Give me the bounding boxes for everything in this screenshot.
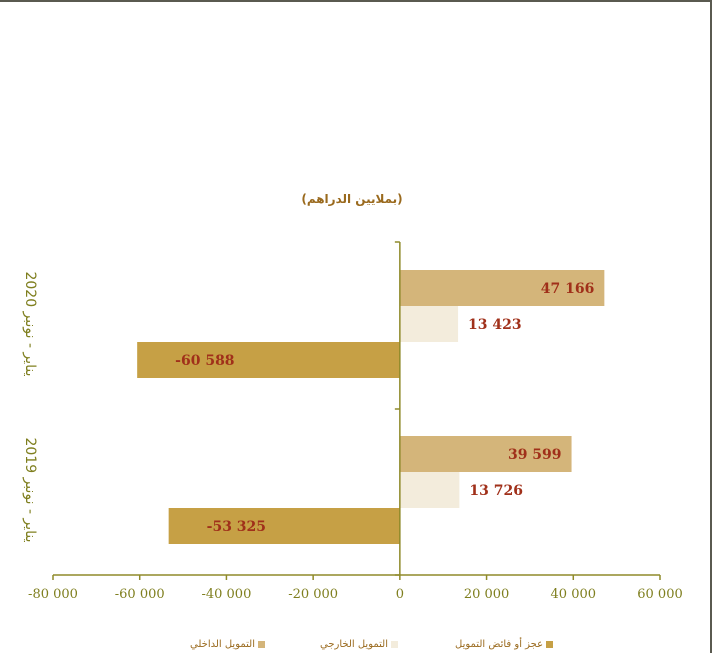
data-label-deficit-0: -60 588 xyxy=(175,353,234,369)
legend-label-domestic: التمويل الداخلي xyxy=(190,639,256,650)
bar-domestic-0 xyxy=(399,270,605,306)
legend-swatch-external xyxy=(391,640,398,648)
legend-swatch-domestic xyxy=(258,640,266,648)
legend-label-external: التمويل الخارجي xyxy=(320,639,388,650)
x-tick-label-0: -80 000 xyxy=(28,587,78,602)
x-tick-label-4: 0 xyxy=(396,587,404,602)
data-label-external-1: 13 726 xyxy=(469,483,523,499)
category-label-0: يناير - نونبر 2020 xyxy=(22,271,38,376)
bar-domestic-1 xyxy=(399,436,572,472)
x-tick-label-2: -40 000 xyxy=(201,587,251,602)
x-tick-label-7: 60 000 xyxy=(637,587,683,602)
data-label-deficit-1: -53 325 xyxy=(207,519,266,535)
data-label-domestic-1: 39 599 xyxy=(508,447,562,463)
data-label-domestic-0: 47 166 xyxy=(541,281,595,297)
legend-item-deficit: عجز أو فائض التمويل xyxy=(455,639,554,650)
bar-deficit-0 xyxy=(137,342,400,378)
x-tick-label-5: 20 000 xyxy=(464,587,510,602)
x-tick-label-6: 40 000 xyxy=(551,587,597,602)
x-tick-label-3: -20 000 xyxy=(288,587,338,602)
bar-external-1 xyxy=(399,472,460,508)
bar-deficit-1 xyxy=(168,508,400,544)
bar-chart: 47 166 13 423 -60 588 يناير - نونبر 2020 39 … xyxy=(22,241,683,602)
legend-label-deficit: عجز أو فائض التمويل xyxy=(455,639,544,650)
category-label-1: يناير - نونبر 2019 xyxy=(22,437,38,542)
data-label-external-0: 13 423 xyxy=(468,317,522,333)
legend-swatch-deficit xyxy=(546,640,554,648)
legend-item-external: التمويل الخارجي xyxy=(320,639,398,650)
chart-subtitle: (بملايين الدراهم) xyxy=(301,192,403,206)
x-tick-label-1: -60 000 xyxy=(115,587,165,602)
legend-item-domestic: التمويل الداخلي xyxy=(190,639,266,650)
chart-legend: التمويل الداخلي التمويل الخارجي عجز أو ف… xyxy=(0,639,714,655)
bar-external-0 xyxy=(399,306,459,342)
